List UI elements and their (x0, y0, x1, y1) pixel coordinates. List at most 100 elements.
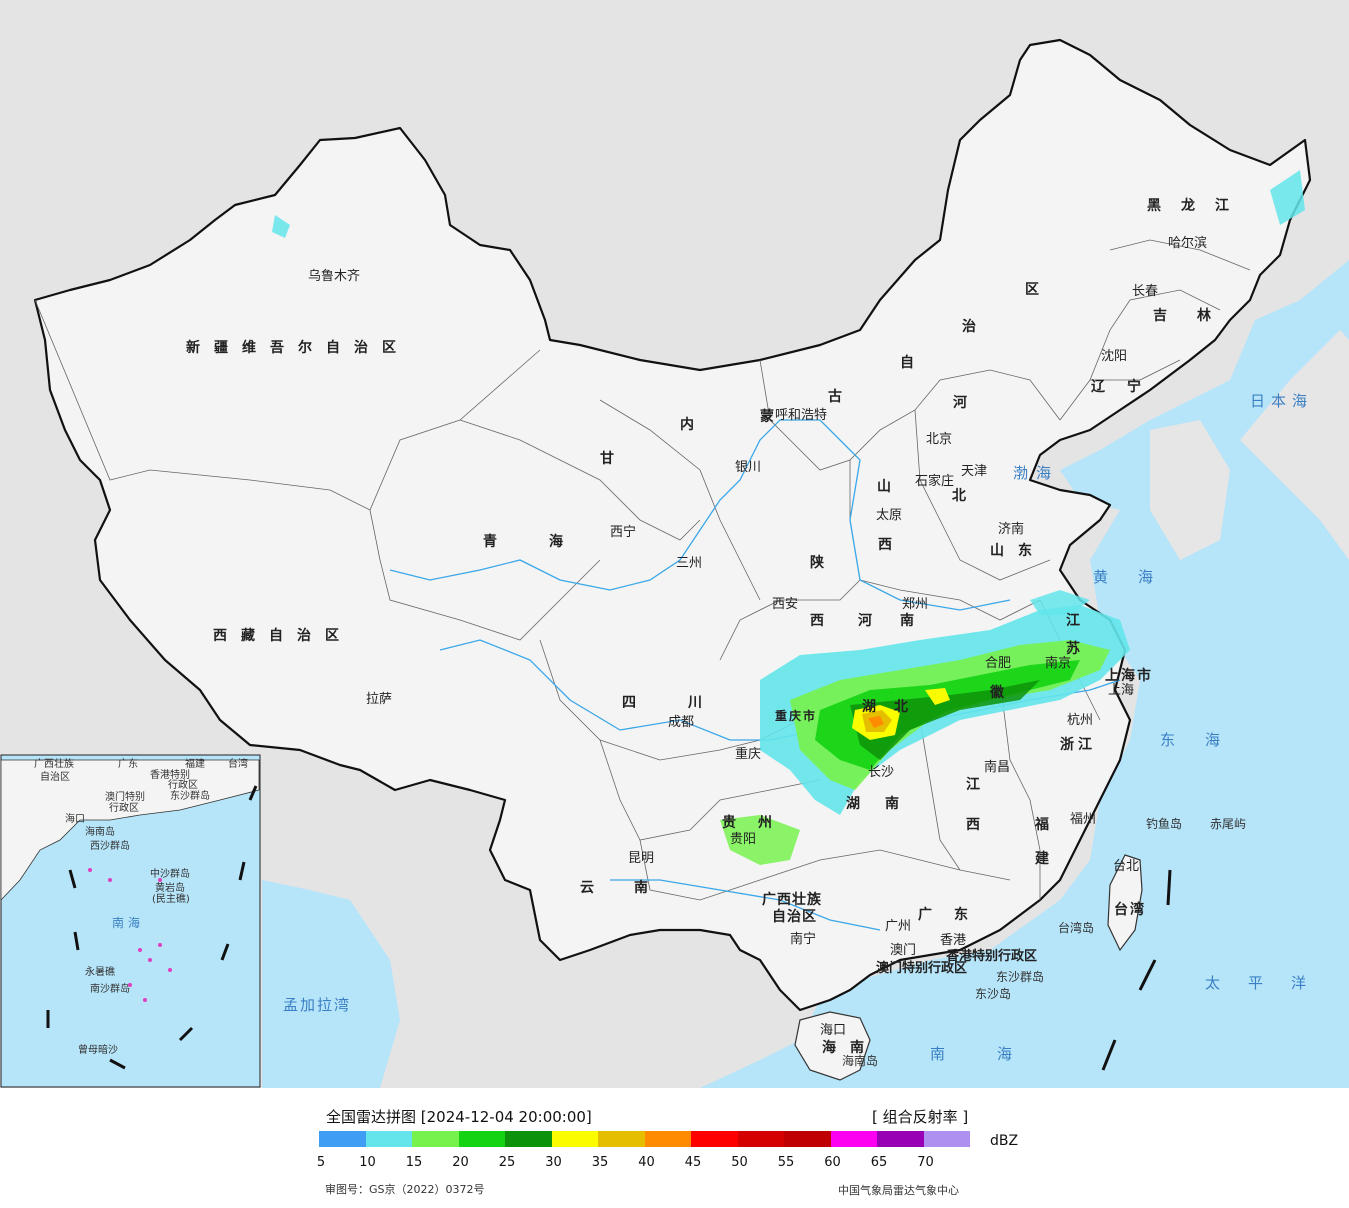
island-hainan-dao: 海南岛 (842, 1054, 879, 1068)
scale-tick-label: 45 (684, 1155, 702, 1170)
sea-donghai: 东海 (1160, 731, 1251, 749)
sea-huanghai: 黄海 (1093, 568, 1184, 586)
label-guizhou: 贵州 (722, 815, 794, 831)
city-nanning: 南宁 (790, 932, 817, 947)
legend-product: [ 组合反射率 ] (872, 1108, 969, 1126)
scale-swatch-11 (830, 1131, 877, 1147)
city-harbin: 哈尔滨 (1168, 236, 1208, 251)
scale-swatch-3 (458, 1131, 505, 1147)
inset-dongsha: 东沙群岛 (170, 791, 210, 802)
inset-taiwan: 台湾 (228, 759, 248, 770)
label-jilin: 吉林 (1153, 308, 1241, 324)
city-lhasa: 拉萨 (366, 692, 393, 707)
island-chiwei: 赤尾屿 (1210, 817, 1247, 831)
inset-mo: 澳门特别 (105, 792, 145, 803)
label-neimenggu-zi: 自 (900, 355, 928, 371)
label-jiangxi-jiang: 江 (966, 777, 994, 793)
scale-swatch-2 (412, 1131, 459, 1147)
label-shaanxi-xi: 西 (810, 613, 838, 629)
label-xinjiang: 新疆维吾尔自治区 (186, 340, 410, 356)
label-shaanxi-shaan: 陕 (810, 555, 838, 571)
label-shanghai: 上海市 (1105, 668, 1153, 684)
island-dongsha-dao: 东沙岛 (975, 987, 1012, 1001)
city-hefei: 合肥 (985, 656, 1012, 671)
label-hainan-nan: 南 (850, 1040, 878, 1056)
data-source: 中国气象局雷达气象中心 (838, 1184, 959, 1197)
radar-echoes (272, 170, 1305, 865)
city-chongqing: 重庆 (735, 747, 762, 762)
city-lanzhou: 三州 (676, 556, 703, 571)
city-urumqi: 乌鲁木齐 (308, 269, 361, 284)
label-shanxi-shan: 山 (877, 479, 905, 495)
label-hk-sar: 香港特别行政区 (946, 949, 1038, 964)
scale-tick-label: 35 (591, 1155, 609, 1170)
sea-riben: 日本海 (1250, 392, 1314, 410)
hainan-island (794, 1011, 871, 1081)
nine-dash-line (46, 785, 1172, 1071)
scale-swatch-10 (784, 1131, 831, 1147)
sea-mengjiala: 孟加拉湾 (283, 996, 352, 1014)
map-approval-number: 审图号：GS京（2022）0372号 (325, 1183, 485, 1196)
label-henan: 河南 (858, 613, 942, 629)
label-chongqing: 重庆市 (775, 709, 818, 723)
scale-tick-label: 60 (824, 1155, 841, 1170)
city-macau: 澳门 (890, 943, 917, 958)
inset-zizhiqu: 自治区 (40, 772, 70, 783)
city-guangzhou: 广州 (885, 919, 912, 934)
city-tianjin: 天津 (961, 464, 988, 479)
label-guangdong: 广东 (918, 907, 990, 923)
inset-huangyan: 黄岩岛 (155, 883, 185, 894)
scale-swatch-1 (365, 1131, 412, 1147)
scale-swatch-0 (319, 1131, 366, 1147)
city-xining: 西宁 (610, 525, 637, 540)
scale-tick-label: 20 (452, 1155, 469, 1170)
city-jinan: 济南 (998, 522, 1025, 537)
label-heilongjiang: 黑龙江 (1147, 198, 1249, 214)
label-hebei-he: 河 (953, 395, 981, 411)
scale-swatch-9 (737, 1131, 784, 1147)
city-shenyang: 沈阳 (1101, 349, 1128, 364)
map-canvas[interactable] (0, 0, 1349, 1088)
city-fuzhou: 福州 (1070, 812, 1097, 827)
label-guangxi-2: 自治区 (772, 909, 817, 925)
taiwan-island (1107, 854, 1143, 952)
label-hunan: 湖 (846, 796, 884, 812)
label-jiangxi-xi: 西 (966, 817, 994, 833)
city-zhengzhou: 郑州 (902, 597, 929, 612)
scale-swatch-4 (505, 1131, 552, 1147)
scale-tick-label: 10 (359, 1155, 376, 1170)
korea-japan-land (1150, 330, 1349, 560)
inset-hk: 香港特别 (150, 770, 190, 781)
inset-hainan-dao: 海南岛 (85, 827, 115, 838)
scale-tick-label: 50 (731, 1155, 748, 1170)
city-nanjing: 南京 (1045, 656, 1072, 671)
inset-guangdong: 广东 (118, 759, 138, 770)
city-hohhot: 呼和浩特 (775, 408, 828, 423)
inset-zengmu: 曾母暗沙 (78, 1045, 118, 1056)
city-changchun: 长春 (1132, 284, 1159, 299)
inset-zhongsha: 中沙群岛 (150, 869, 190, 880)
scale-tick-label: 40 (638, 1155, 655, 1170)
sea-bohai: 渤海 (1013, 464, 1060, 482)
label-neimenggu-gu: 古 (828, 389, 856, 405)
city-shijiazhuang: 石家庄 (915, 474, 955, 489)
city-haikou: 海口 (820, 1023, 847, 1038)
inset-xisha: 西沙群岛 (90, 841, 130, 852)
sea-nanhai: 南海 (930, 1045, 1065, 1063)
label-xizang: 西藏自治区 (213, 628, 353, 644)
island-dongsha: 东沙群岛 (996, 970, 1045, 984)
label-macau-sar: 澳门特别行政区 (876, 961, 968, 976)
label-neimenggu-meng: 蒙 (760, 409, 788, 425)
label-fujian-fu: 福 (1035, 817, 1063, 833)
label-neimenggu-zhi: 治 (962, 319, 990, 335)
label-liaoning: 辽宁 (1091, 379, 1163, 395)
city-yinchuan: 银川 (735, 460, 762, 475)
island-taiwan-dao: 台湾岛 (1058, 921, 1095, 935)
city-beijing: 北京 (926, 432, 953, 447)
label-hainan-hai: 海 (822, 1040, 850, 1056)
scale-swatch-8 (691, 1131, 738, 1147)
label-shandong: 山东 (990, 543, 1046, 559)
inset-haikou: 海口 (65, 814, 85, 825)
city-xian: 西安 (772, 597, 799, 612)
